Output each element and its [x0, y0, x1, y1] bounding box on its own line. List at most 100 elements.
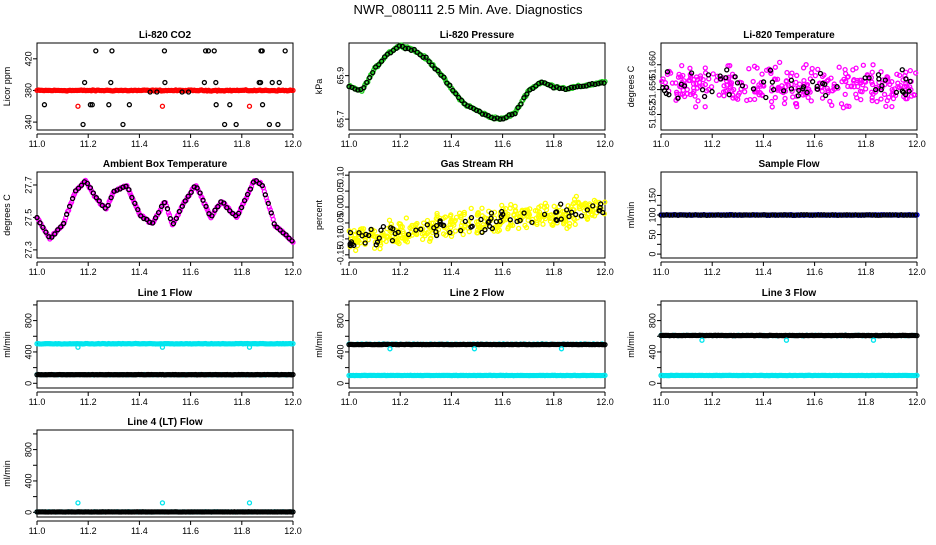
data-point — [574, 84, 580, 90]
data-point — [138, 213, 144, 219]
x-tick-label: 11.0 — [653, 139, 670, 149]
data-point — [500, 211, 506, 217]
x-tick-label: 11.2 — [392, 397, 409, 407]
data-point — [893, 89, 900, 96]
data-point — [477, 224, 483, 230]
data-point — [803, 62, 809, 68]
x-tick-label: 11.2 — [80, 397, 97, 407]
x-tick-label: 11.4 — [755, 397, 772, 407]
data-point — [576, 206, 583, 212]
data-point — [512, 203, 518, 209]
data-point — [875, 212, 882, 218]
y-axis-label: ml/min — [2, 331, 12, 358]
data-point — [241, 197, 248, 204]
data-point — [152, 215, 159, 221]
data-point — [849, 212, 856, 218]
chart-title: Sample Flow — [758, 159, 819, 170]
data-point — [396, 43, 403, 49]
data-point — [812, 72, 819, 79]
data-point — [676, 71, 682, 78]
data-point — [836, 64, 842, 70]
y-axis-label: kPa — [314, 79, 324, 95]
data-point — [270, 216, 276, 222]
x-tick-label: 11.6 — [494, 397, 511, 407]
series-dips — [387, 346, 565, 352]
data-point — [556, 85, 563, 92]
data-point — [564, 225, 570, 231]
data-point — [359, 233, 365, 239]
data-point — [268, 210, 274, 216]
data-point — [842, 66, 848, 73]
chart-panel-10: Line 4 (LT) Flow ml/min 11.0 11.2 11.4 11.6 11… — [2, 417, 302, 536]
data-point — [536, 204, 542, 211]
data-point — [541, 211, 548, 218]
data-point — [144, 216, 150, 223]
y-axis-label: ml/min — [2, 460, 12, 487]
y-tick-label: 27.7 — [23, 176, 33, 194]
data-point — [874, 98, 880, 105]
data-point — [814, 83, 820, 90]
data-point — [721, 83, 727, 89]
data-point — [754, 89, 760, 95]
data-point — [684, 91, 690, 97]
data-point — [580, 83, 586, 89]
data-point — [790, 94, 796, 100]
data-point — [870, 337, 877, 343]
data-point — [452, 228, 459, 234]
data-point — [825, 77, 831, 83]
data-point — [752, 212, 759, 218]
data-point — [566, 220, 573, 227]
data-point — [420, 54, 426, 60]
y-tick-label: 0.05 — [335, 182, 345, 200]
data-point — [202, 48, 209, 54]
chart-panel-1: Li-820 CO2 Licor ppm 11.0 11.2 11.4 11.6 11.8 1… — [2, 30, 302, 149]
data-point — [558, 201, 564, 207]
data-point — [205, 48, 212, 54]
series-dips — [75, 344, 253, 350]
data-point — [767, 212, 773, 218]
data-point — [738, 212, 744, 218]
data-point — [687, 65, 693, 71]
series-reference — [34, 509, 296, 515]
data-point — [884, 97, 890, 104]
data-point — [750, 86, 757, 92]
chart-title: Li-820 Temperature — [743, 30, 835, 41]
data-point — [403, 215, 409, 221]
data-point — [732, 212, 739, 218]
data-point — [161, 200, 168, 206]
data-point — [899, 67, 905, 73]
data-point — [716, 92, 722, 98]
data-point — [211, 48, 217, 54]
data-point — [807, 212, 813, 218]
data-point — [155, 210, 162, 216]
data-point — [907, 212, 913, 218]
x-tick-label: 12.0 — [596, 139, 614, 149]
data-point — [368, 226, 374, 233]
data-point — [75, 344, 81, 350]
data-point — [213, 79, 219, 86]
x-tick-label: 11.4 — [443, 397, 460, 407]
y-tick-label: 0 — [23, 510, 33, 515]
x-tick-label: 11.6 — [494, 139, 511, 149]
data-point — [699, 337, 705, 343]
data-point — [872, 212, 879, 218]
plot-frame — [36, 171, 294, 259]
data-point — [488, 215, 494, 222]
data-point — [199, 195, 205, 201]
data-point — [913, 70, 919, 76]
data-point — [890, 212, 896, 218]
y-tick-label: -0.15 — [335, 245, 345, 266]
data-point — [80, 121, 86, 128]
data-point — [757, 89, 763, 95]
data-point — [675, 95, 681, 101]
data-point — [858, 77, 864, 83]
y-tick-label: 150 — [647, 188, 657, 203]
data-point — [858, 80, 864, 86]
data-point — [508, 222, 514, 228]
series-spikes — [75, 500, 253, 506]
data-point — [692, 93, 698, 99]
y-tick-label: -0.10 — [335, 229, 345, 250]
data-point — [783, 83, 789, 90]
data-point — [907, 78, 913, 85]
x-tick-label: 11.4 — [131, 267, 148, 277]
